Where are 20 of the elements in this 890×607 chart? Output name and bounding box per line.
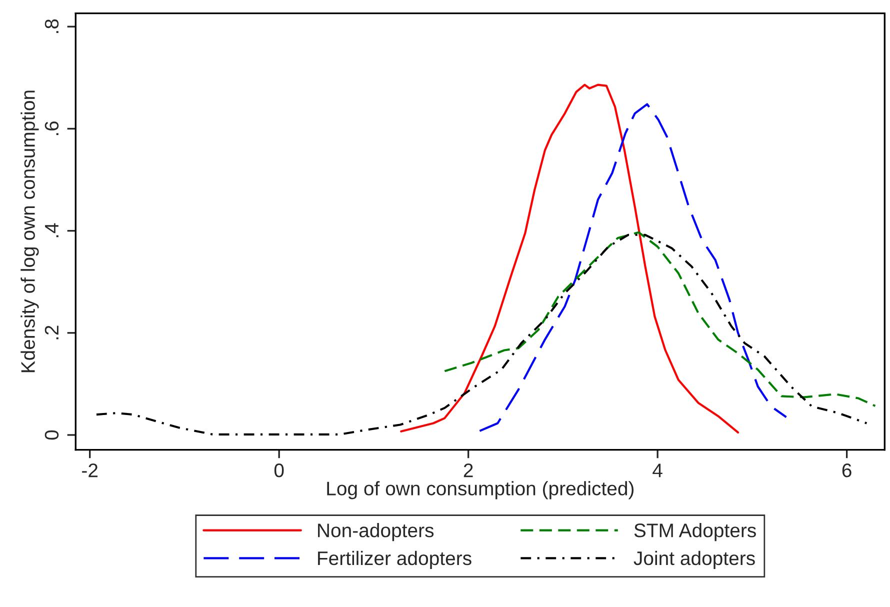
y-tick-label: .6 bbox=[44, 121, 59, 136]
y-tick-label: .8 bbox=[44, 19, 59, 33]
x-tick-label: 4 bbox=[652, 464, 662, 478]
y-axis-title: Kdensity of log own consumption bbox=[20, 90, 39, 372]
line-series bbox=[478, 103, 788, 432]
legend-label: STM Adopters bbox=[634, 523, 756, 542]
y-tick-label: 0 bbox=[44, 430, 59, 440]
legend-label: Fertilizer adopters bbox=[318, 550, 472, 570]
x-tick-label: 0 bbox=[274, 463, 284, 478]
y-tick-label: .2 bbox=[44, 326, 58, 340]
x-axis-title: Log of own consumption (predicted) bbox=[327, 481, 634, 500]
legend-label: Joint adopters bbox=[634, 550, 755, 570]
legend-label: Non-adopters bbox=[318, 523, 434, 542]
line-series bbox=[444, 231, 876, 407]
x-tick-label: -2 bbox=[82, 463, 98, 478]
line-series bbox=[400, 84, 740, 434]
x-tick-label: 2 bbox=[464, 463, 473, 478]
line-series bbox=[95, 234, 868, 436]
y-tick-label: .4 bbox=[45, 223, 58, 238]
x-tick-label: 6 bbox=[842, 463, 852, 478]
